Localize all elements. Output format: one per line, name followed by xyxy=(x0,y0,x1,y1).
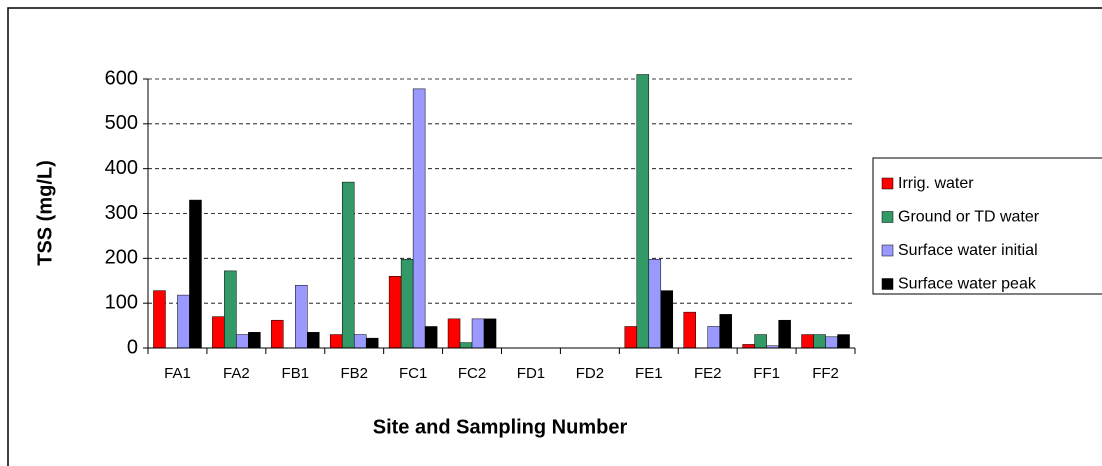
y-axis-label: TSS (mg/L) xyxy=(34,160,56,266)
bar xyxy=(424,326,438,349)
legend-swatch xyxy=(881,278,894,290)
legend-swatch xyxy=(881,211,894,223)
bar xyxy=(483,318,497,349)
bar xyxy=(624,326,638,349)
x-tick-label: FC1 xyxy=(399,365,427,382)
bar xyxy=(471,318,485,349)
x-tick-label: FD2 xyxy=(576,365,604,382)
x-axis-label: Site and Sampling Number xyxy=(373,416,628,438)
bar xyxy=(341,181,355,349)
bar xyxy=(660,290,674,349)
bar xyxy=(837,334,850,349)
y-tick-label: 0 xyxy=(127,336,138,358)
legend-label: Surface water initial xyxy=(898,242,1038,259)
bar xyxy=(177,294,190,349)
bar xyxy=(400,258,414,349)
bar xyxy=(353,334,367,349)
bar xyxy=(754,334,767,349)
bar xyxy=(778,319,791,349)
bar xyxy=(365,337,379,349)
bar xyxy=(636,74,650,349)
bar xyxy=(742,344,755,349)
bar xyxy=(648,258,662,349)
x-tick-label: FD1 xyxy=(517,365,545,382)
legend-label: Irrig. water xyxy=(898,175,974,192)
bar xyxy=(295,284,308,349)
bar xyxy=(825,336,838,349)
bar xyxy=(189,199,202,349)
legend-swatch xyxy=(881,177,894,190)
x-tick-label: FE1 xyxy=(635,365,663,382)
bar xyxy=(224,270,237,349)
y-tick-label: 300 xyxy=(105,202,138,224)
y-tick-label: 500 xyxy=(105,112,138,134)
x-tick-label: FC2 xyxy=(458,365,486,382)
legend-label: Ground or TD water xyxy=(898,209,1040,226)
bar xyxy=(459,342,473,349)
bar xyxy=(329,334,343,349)
bar xyxy=(801,334,814,349)
x-tick-label: FE2 xyxy=(694,365,722,382)
y-tick-label: 200 xyxy=(105,247,138,269)
legend-label: Surface water peak xyxy=(898,276,1037,293)
bar xyxy=(447,318,461,349)
legend-swatch xyxy=(881,244,894,257)
x-tick-label: FA2 xyxy=(223,365,250,382)
x-tick-label: FF1 xyxy=(753,365,780,382)
y-tick-label: 600 xyxy=(105,67,138,89)
bar xyxy=(412,88,426,349)
bar xyxy=(236,334,249,349)
bar xyxy=(707,326,720,349)
legend-box xyxy=(872,157,1102,295)
bar xyxy=(307,332,320,349)
x-tick-label: FA1 xyxy=(164,365,191,382)
bar xyxy=(271,319,284,349)
x-tick-label: FB2 xyxy=(340,365,368,382)
bar xyxy=(813,334,826,349)
x-tick-label: FF2 xyxy=(812,365,839,382)
bar xyxy=(212,316,225,349)
bar xyxy=(388,276,402,349)
y-tick-label: 100 xyxy=(105,291,138,313)
x-tick-label: FB1 xyxy=(282,365,310,382)
bar xyxy=(719,314,732,349)
bar xyxy=(248,332,261,349)
bar xyxy=(153,290,166,349)
bar xyxy=(683,311,696,349)
y-tick-label: 400 xyxy=(105,157,138,179)
